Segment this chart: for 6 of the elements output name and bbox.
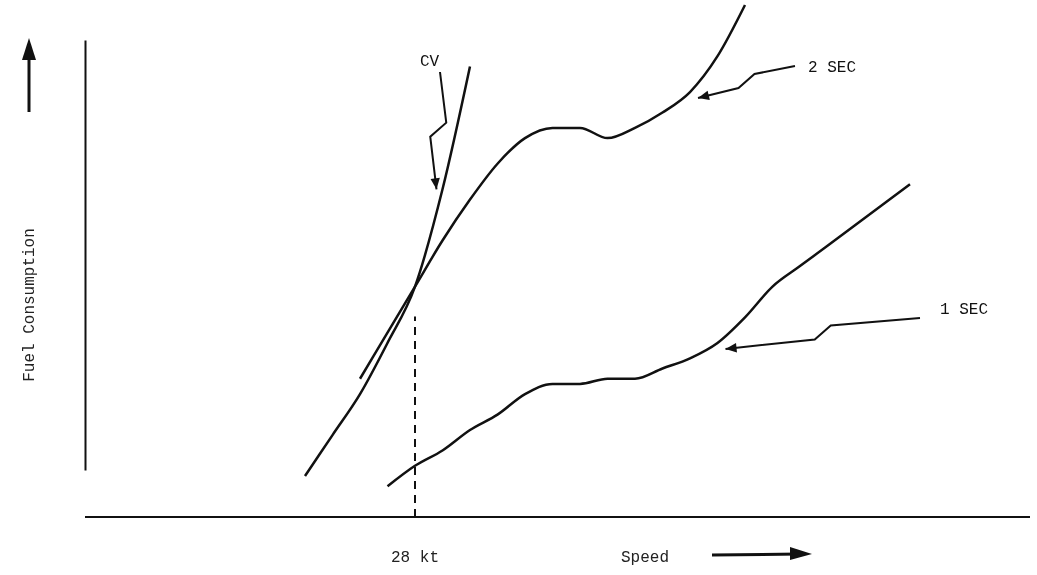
text: 2 SEC	[808, 59, 857, 77]
text: Fuel Consumption	[21, 228, 39, 382]
text: 28 kt	[390, 549, 440, 567]
series-label: CV	[420, 53, 440, 71]
text: 1 SEC	[940, 301, 989, 319]
x-axis-title: Speed	[620, 549, 670, 567]
